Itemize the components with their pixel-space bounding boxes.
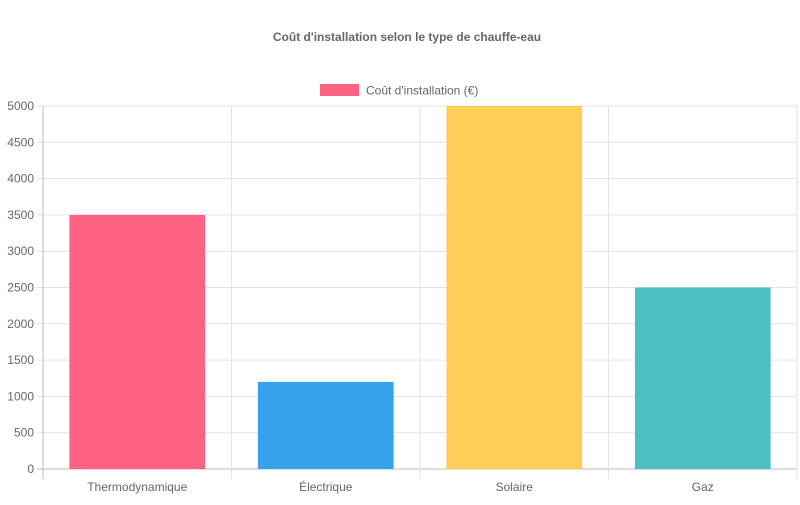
y-tick-label: 5000: [7, 99, 34, 113]
y-tick-label: 1500: [7, 353, 34, 367]
bar-0[interactable]: [69, 214, 206, 469]
x-tick-label: Électrique: [299, 479, 353, 494]
y-tick-label: 3000: [7, 244, 34, 258]
y-tick-label: 2500: [7, 281, 34, 295]
bars: [69, 106, 771, 470]
axes: 0 500 1000 1500 2000 2500 3000 3500 4000 4500 5000…: [7, 99, 713, 494]
legend-swatch: [320, 84, 359, 96]
y-tick-label: 3500: [7, 208, 34, 222]
bar-3[interactable]: [634, 287, 771, 470]
y-tick-label: 2000: [7, 317, 34, 331]
x-tick-label: Thermodynamique: [87, 480, 187, 494]
x-tick-label: Gaz: [692, 480, 714, 494]
legend[interactable]: Coût d'installation (€): [320, 84, 478, 98]
y-tick-label: 1000: [7, 389, 34, 403]
legend-label: Coût d'installation (€): [366, 84, 478, 98]
x-tick-label: Solaire: [496, 480, 534, 494]
y-tick-label: 4500: [7, 135, 34, 149]
bar-2[interactable]: [446, 106, 583, 469]
chart-title: Coût d'installation selon le type de cha…: [273, 30, 541, 44]
y-tick-label: 500: [14, 426, 34, 440]
y-tick-label: 4000: [7, 172, 34, 186]
y-tick-label: 0: [27, 462, 34, 476]
bar-1[interactable]: [257, 381, 394, 469]
